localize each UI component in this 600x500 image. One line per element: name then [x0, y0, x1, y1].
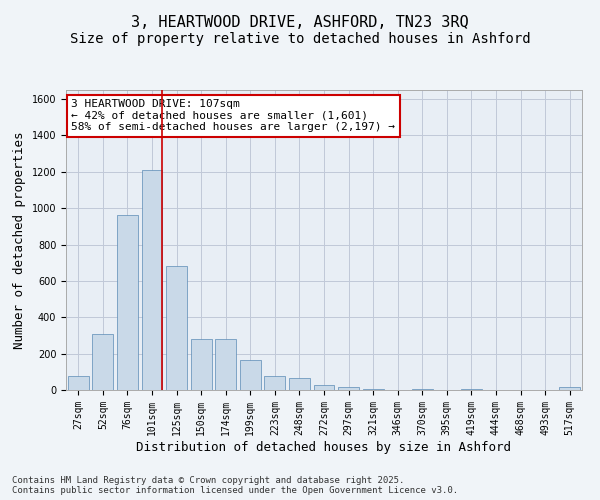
- Bar: [289, 378, 310, 390]
- Bar: [559, 388, 580, 390]
- Bar: [117, 216, 138, 390]
- Bar: [412, 389, 433, 390]
- Text: 3 HEARTWOOD DRIVE: 107sqm
← 42% of detached houses are smaller (1,601)
58% of se: 3 HEARTWOOD DRIVE: 107sqm ← 42% of detac…: [71, 99, 395, 132]
- Text: Size of property relative to detached houses in Ashford: Size of property relative to detached ho…: [70, 32, 530, 46]
- Bar: [314, 386, 334, 390]
- Bar: [68, 376, 89, 390]
- Bar: [92, 334, 113, 390]
- Bar: [166, 266, 187, 390]
- Bar: [191, 339, 212, 390]
- Text: 3, HEARTWOOD DRIVE, ASHFORD, TN23 3RQ: 3, HEARTWOOD DRIVE, ASHFORD, TN23 3RQ: [131, 15, 469, 30]
- Text: Contains HM Land Registry data © Crown copyright and database right 2025.
Contai: Contains HM Land Registry data © Crown c…: [12, 476, 458, 495]
- Bar: [461, 389, 482, 390]
- Y-axis label: Number of detached properties: Number of detached properties: [13, 131, 26, 349]
- Bar: [338, 388, 359, 390]
- Bar: [240, 360, 261, 390]
- Bar: [215, 339, 236, 390]
- Bar: [362, 389, 383, 390]
- Bar: [265, 376, 286, 390]
- X-axis label: Distribution of detached houses by size in Ashford: Distribution of detached houses by size …: [137, 440, 511, 454]
- Bar: [142, 170, 163, 390]
